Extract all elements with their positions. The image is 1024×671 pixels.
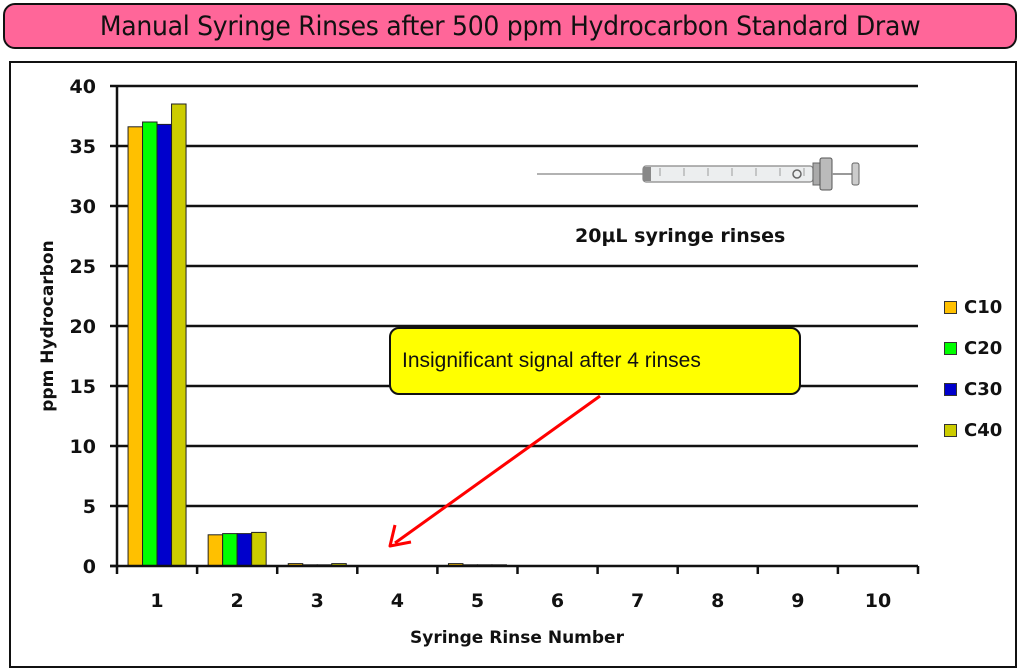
- bar-c30-rinse-2: [236, 533, 253, 567]
- legend-label: C10: [964, 296, 1003, 318]
- callout-text: Insignificant signal after 4 rinses: [402, 349, 701, 372]
- annotation-arrow: [394, 394, 601, 545]
- y-tick-label: 40: [70, 76, 96, 98]
- x-tick-label: 3: [311, 590, 324, 612]
- chart-title: Manual Syringe Rinses after 500 ppm Hydr…: [99, 10, 921, 42]
- y-tick-label: 30: [70, 196, 96, 218]
- bar-c30-rinse-1: [156, 123, 173, 567]
- syringe-note: 20µL syringe rinses: [575, 225, 786, 247]
- y-axis-title: ppm Hydrocarbon: [38, 240, 58, 411]
- legend-label: C30: [964, 378, 1003, 400]
- legend-item-c30: C30: [944, 374, 1002, 404]
- x-axis-title: Syringe Rinse Number: [410, 628, 625, 648]
- bar-c10-rinse-1: [127, 126, 144, 567]
- y-tick-label: 10: [70, 436, 96, 458]
- syringe-icon: [537, 157, 860, 191]
- bar-c40-rinse-2: [251, 531, 267, 567]
- x-tick-label: 1: [150, 590, 163, 612]
- legend-label: C20: [964, 337, 1003, 359]
- y-tick-label: 15: [70, 376, 96, 398]
- legend-label: C40: [964, 419, 1003, 441]
- bar-c20-rinse-1: [142, 121, 158, 567]
- bar-c20-rinse-2: [222, 533, 238, 567]
- legend: C10 C20 C30 C40: [944, 292, 1002, 456]
- x-tick-label: 10: [865, 590, 891, 612]
- y-tick-label: 5: [83, 496, 96, 518]
- callout-box: Insignificant signal after 4 rinses: [389, 327, 801, 395]
- x-tick-label: 2: [231, 590, 244, 612]
- x-tick-label: 7: [631, 590, 644, 612]
- legend-swatch-icon: [944, 423, 957, 437]
- x-tick-label: 9: [791, 590, 804, 612]
- legend-item-c10: C10: [944, 292, 1002, 322]
- legend-item-c40: C40: [944, 415, 1002, 445]
- arrow-head-icon: [388, 524, 412, 548]
- title-banner: Manual Syringe Rinses after 500 ppm Hydr…: [3, 3, 1017, 49]
- legend-swatch-icon: [944, 341, 957, 355]
- y-tick-label: 20: [70, 316, 96, 338]
- x-tick-label: 5: [471, 590, 484, 612]
- legend-item-c20: C20: [944, 333, 1002, 363]
- legend-swatch-icon: [944, 382, 957, 396]
- x-tick-label: 8: [711, 590, 724, 612]
- x-tick-label: 4: [391, 590, 404, 612]
- y-tick-label: 25: [70, 256, 96, 278]
- bar-c10-rinse-2: [207, 534, 224, 567]
- y-tick-label: 35: [70, 136, 96, 158]
- bar-c40-rinse-1: [171, 103, 187, 567]
- legend-swatch-icon: [944, 300, 957, 314]
- y-tick-label: 0: [83, 556, 96, 578]
- x-tick-label: 6: [551, 590, 564, 612]
